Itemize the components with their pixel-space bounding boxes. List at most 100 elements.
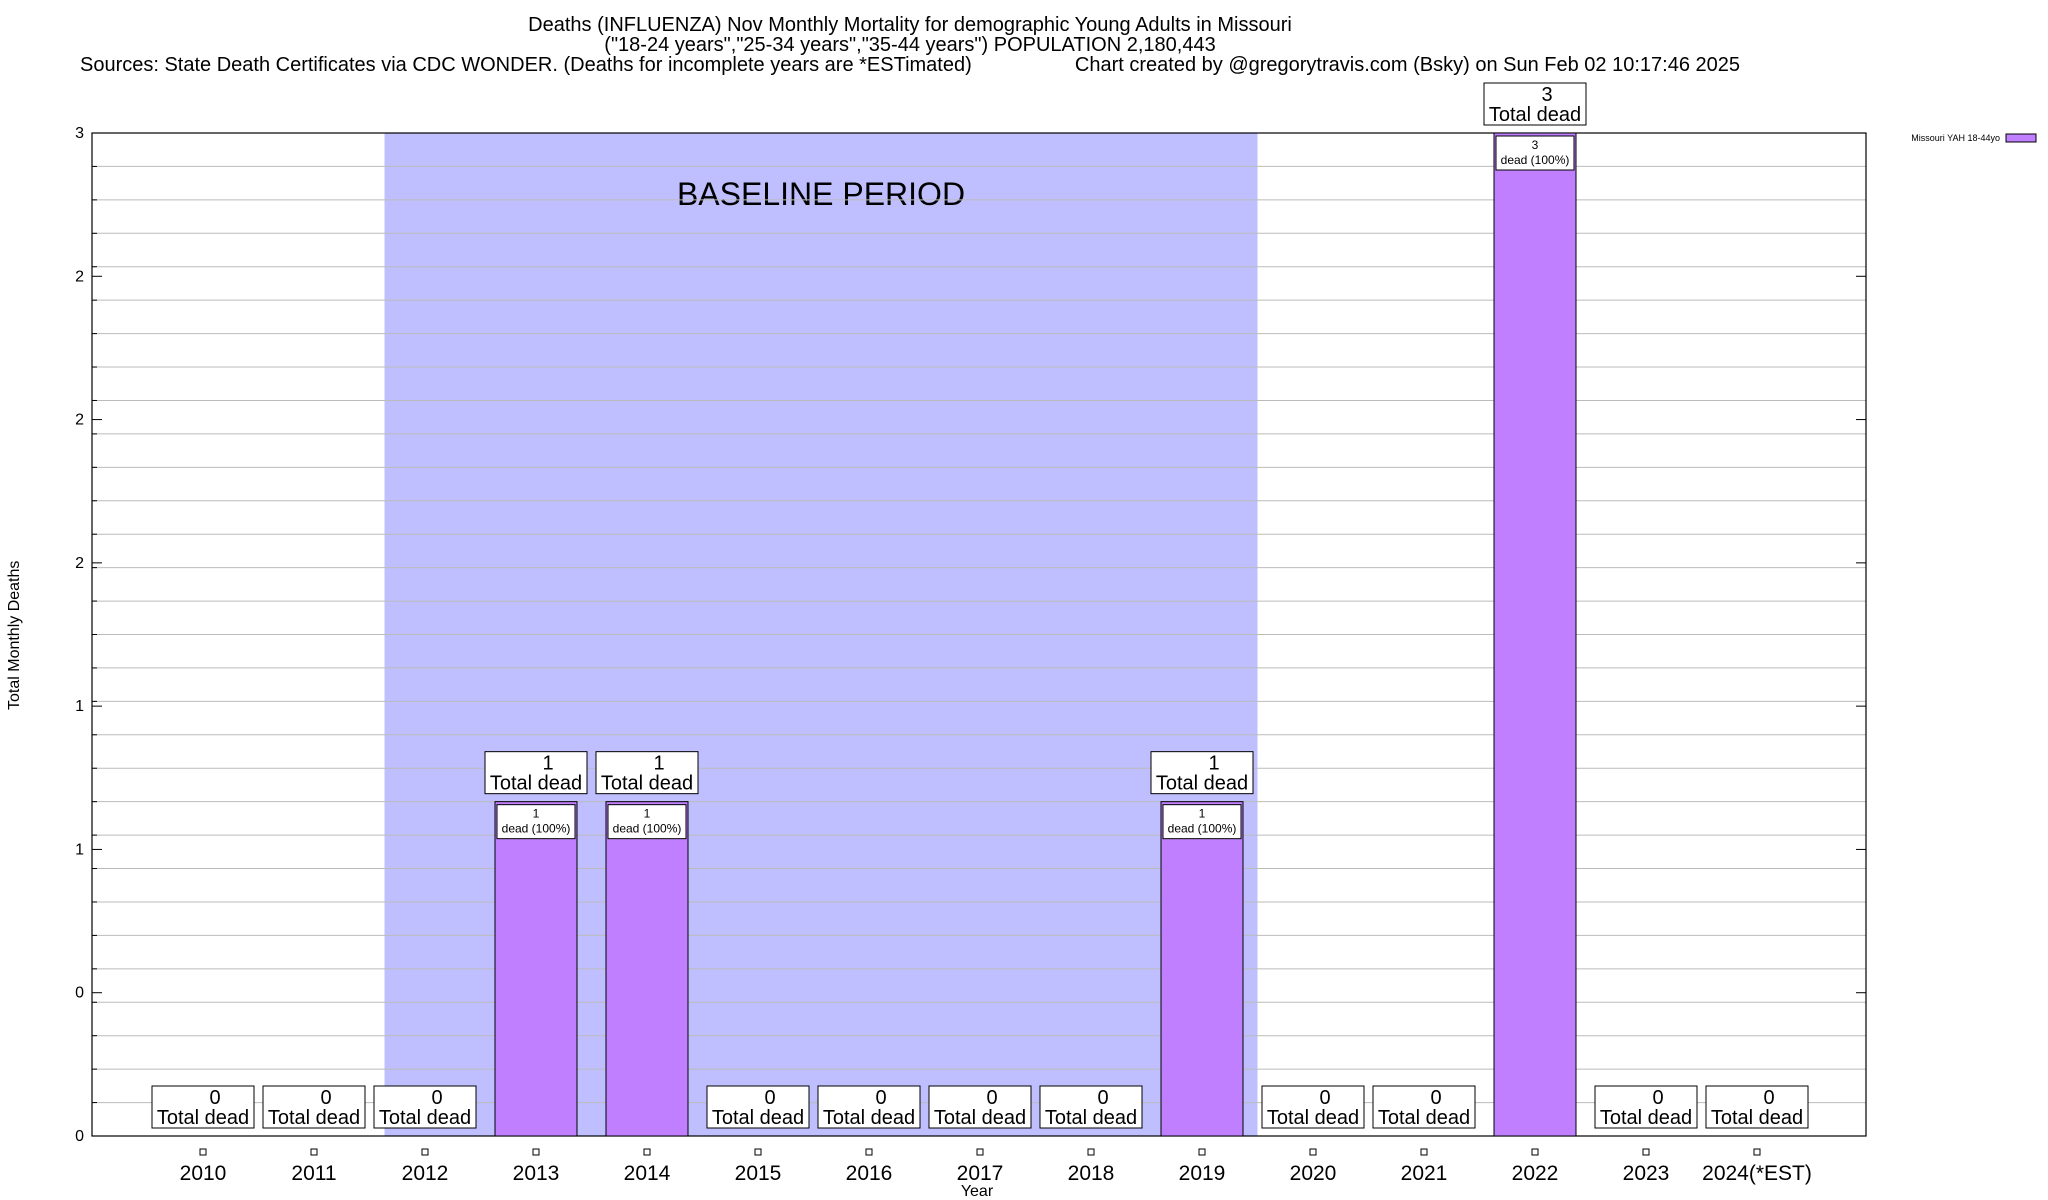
total-label-box <box>1261 1085 1365 1129</box>
x-tick-label: 2017 <box>957 1162 1004 1185</box>
total-value-label: 0 <box>875 1087 886 1109</box>
x-axis-label: Year <box>961 1183 994 1200</box>
x-tick-label: 2013 <box>513 1162 560 1185</box>
total-label-box <box>706 1085 810 1129</box>
total-value-label: 0 <box>1430 1087 1441 1109</box>
total-label-box <box>373 1085 477 1129</box>
total-label-box <box>1039 1085 1143 1129</box>
total-value-label: 1 <box>653 753 664 775</box>
x-tick-label: 2022 <box>1512 1162 1559 1185</box>
total-suffix-label: Total dead <box>1045 1107 1137 1129</box>
total-label-box <box>1483 82 1587 126</box>
segment-value-label: 3 <box>1532 138 1539 152</box>
bar <box>1493 132 1577 1137</box>
total-suffix-label: Total dead <box>1267 1107 1359 1129</box>
total-value-label: 0 <box>986 1087 997 1109</box>
y-tick-label: 2 <box>75 555 84 572</box>
segment-value-label: 1 <box>644 807 651 821</box>
segment-pct-label: dead (100%) <box>1501 153 1570 167</box>
segment-value-label: 1 <box>533 807 540 821</box>
chart-subtitle: ("18-24 years","25-34 years","35-44 year… <box>604 34 1216 56</box>
segment-pct-label: dead (100%) <box>613 822 682 836</box>
x-tick-marker <box>1309 1148 1317 1156</box>
bar <box>605 801 689 1137</box>
total-suffix-label: Total dead <box>712 1107 804 1129</box>
chart-sources-line: Sources: State Death Certificates via CD… <box>0 54 1820 76</box>
total-value-label: 3 <box>1541 84 1552 106</box>
total-value-label: 0 <box>431 1087 442 1109</box>
total-suffix-label: Total dead <box>490 773 582 795</box>
x-tick-marker <box>199 1148 207 1156</box>
x-tick-marker <box>532 1148 540 1156</box>
total-suffix-label: Total dead <box>1489 104 1581 126</box>
total-suffix-label: Total dead <box>1600 1107 1692 1129</box>
y-tick-label: 1 <box>75 841 84 858</box>
total-label-box <box>1594 1085 1698 1129</box>
x-tick-label: 2011 <box>291 1162 336 1185</box>
segment-pct-label: dead (100%) <box>1168 822 1237 836</box>
x-tick-label: 2010 <box>180 1162 227 1185</box>
y-tick-label: 3 <box>75 125 84 142</box>
x-tick-label: 2020 <box>1290 1162 1337 1185</box>
total-label-box <box>262 1085 366 1129</box>
total-suffix-label: Total dead <box>823 1107 915 1129</box>
total-suffix-label: Total dead <box>601 773 693 795</box>
y-tick-label: 2 <box>75 412 84 429</box>
total-value-label: 0 <box>764 1087 775 1109</box>
total-value-label: 1 <box>542 753 553 775</box>
x-tick-marker <box>310 1148 318 1156</box>
x-tick-marker <box>1087 1148 1095 1156</box>
segment-label-box <box>1495 135 1575 171</box>
y-tick-label: 2 <box>75 268 84 285</box>
total-label-box <box>1372 1085 1476 1129</box>
x-tick-marker <box>1753 1148 1761 1156</box>
x-tick-marker <box>1198 1148 1206 1156</box>
segment-label-box <box>1162 804 1242 840</box>
x-tick-label: 2021 <box>1401 1162 1448 1185</box>
total-value-label: 0 <box>1652 1087 1663 1109</box>
legend-label: Missouri YAH 18-44yo <box>1911 133 2000 143</box>
chart-credit: Chart created by @gregorytravis.com (Bsk… <box>1074 54 1740 76</box>
x-tick-label: 2014 <box>624 1162 671 1185</box>
bar <box>1160 801 1244 1137</box>
sources-note: Sources: State Death Certificates via CD… <box>79 54 972 76</box>
total-value-label: 1 <box>1208 753 1219 775</box>
x-tick-label: 2018 <box>1068 1162 1115 1185</box>
total-label-box <box>151 1085 255 1129</box>
total-suffix-label: Total dead <box>379 1107 471 1129</box>
segment-value-label: 1 <box>1199 807 1206 821</box>
x-tick-marker <box>976 1148 984 1156</box>
total-suffix-label: Total dead <box>1378 1107 1470 1129</box>
x-tick-marker <box>1642 1148 1650 1156</box>
total-value-label: 0 <box>320 1087 331 1109</box>
total-suffix-label: Total dead <box>1156 773 1248 795</box>
total-label-box <box>928 1085 1032 1129</box>
y-tick-label: 0 <box>75 985 84 1002</box>
total-suffix-label: Total dead <box>1711 1107 1803 1129</box>
segment-pct-label: dead (100%) <box>502 822 571 836</box>
total-suffix-label: Total dead <box>268 1107 360 1129</box>
segment-label-box <box>607 804 687 840</box>
total-value-label: 0 <box>1097 1087 1108 1109</box>
total-suffix-label: Total dead <box>934 1107 1026 1129</box>
baseline-period-label: BASELINE PERIOD <box>677 176 965 212</box>
y-tick-label: 1 <box>75 698 84 715</box>
x-tick-label: 2019 <box>1179 1162 1226 1185</box>
bar <box>494 801 578 1137</box>
total-value-label: 0 <box>1763 1087 1774 1109</box>
x-tick-label: 2015 <box>735 1162 782 1185</box>
segment-label-box <box>496 804 576 840</box>
x-tick-label: 2024(*EST) <box>1702 1162 1812 1185</box>
total-value-label: 0 <box>209 1087 220 1109</box>
total-label-box <box>817 1085 921 1129</box>
x-tick-label: 2012 <box>402 1162 449 1185</box>
x-tick-marker <box>643 1148 651 1156</box>
total-label-box <box>595 751 699 795</box>
chart-title: Deaths (INFLUENZA) Nov Monthly Mortality… <box>528 14 1292 36</box>
x-tick-marker <box>865 1148 873 1156</box>
total-label-box <box>1705 1085 1809 1129</box>
total-suffix-label: Total dead <box>157 1107 249 1129</box>
total-label-box <box>1150 751 1254 795</box>
x-tick-label: 2023 <box>1623 1162 1670 1185</box>
